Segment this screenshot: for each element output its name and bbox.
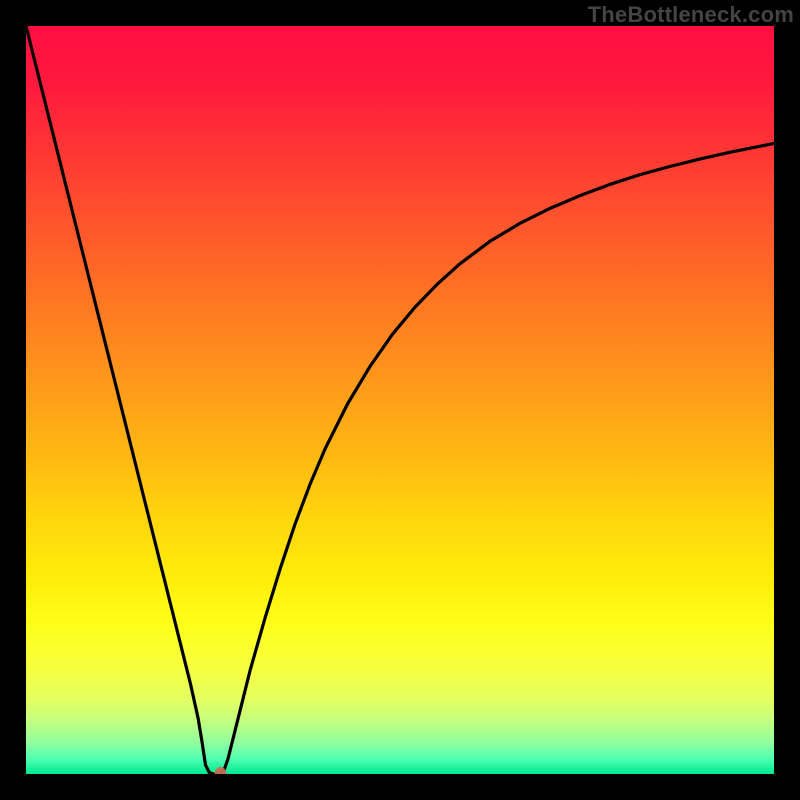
chart-svg [0,0,800,800]
plot-background [26,26,774,774]
bottleneck-chart: TheBottleneck.com [0,0,800,800]
watermark-text: TheBottleneck.com [588,2,794,28]
